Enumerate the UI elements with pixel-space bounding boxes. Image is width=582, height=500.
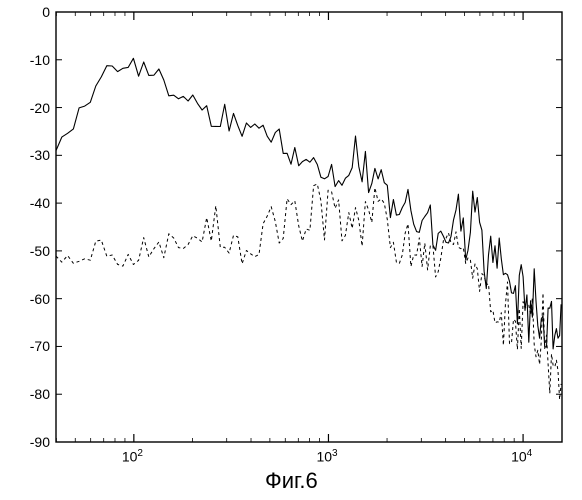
figure-container: 0 -10 -20 -30 -40 -50 -60 -70 -80 -90 102 103 104 Ф… bbox=[0, 0, 582, 500]
y-tick-label: -30 bbox=[30, 147, 50, 163]
y-tick-label: -40 bbox=[30, 195, 50, 211]
y-tick-label: -80 bbox=[30, 386, 50, 402]
x-tick-label: 104 bbox=[511, 448, 532, 465]
y-tick-label: -70 bbox=[30, 338, 50, 354]
y-tick-label: -20 bbox=[30, 100, 50, 116]
figure-caption: Фиг.6 bbox=[265, 468, 318, 494]
series-dashed bbox=[56, 184, 561, 399]
x-tick-label: 102 bbox=[122, 448, 143, 465]
y-tick-label: -60 bbox=[30, 291, 50, 307]
y-tick-label: -50 bbox=[30, 243, 50, 259]
plot-svg bbox=[0, 0, 582, 500]
series-solid bbox=[56, 58, 561, 349]
x-tick-label: 103 bbox=[316, 448, 337, 465]
y-tick-label: -10 bbox=[30, 52, 50, 68]
y-tick-label: 0 bbox=[42, 4, 50, 20]
y-tick-label: -90 bbox=[30, 434, 50, 450]
